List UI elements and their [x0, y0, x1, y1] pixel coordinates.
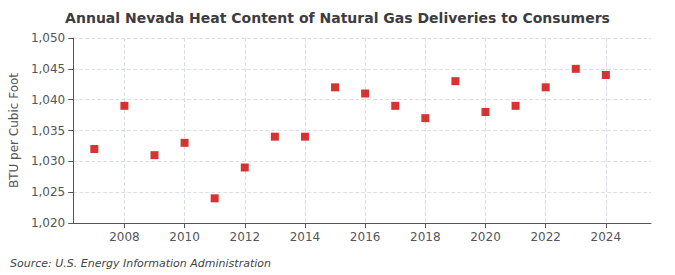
svg-text:2016: 2016: [350, 230, 381, 244]
svg-text:2024: 2024: [591, 230, 622, 244]
svg-text:2012: 2012: [229, 230, 260, 244]
svg-text:1,030: 1,030: [31, 154, 65, 168]
svg-text:2014: 2014: [290, 230, 321, 244]
svg-text:2020: 2020: [470, 230, 501, 244]
svg-text:1,025: 1,025: [31, 185, 65, 199]
svg-text:2008: 2008: [109, 230, 140, 244]
svg-text:1,035: 1,035: [31, 124, 65, 138]
svg-text:1,040: 1,040: [31, 93, 65, 107]
svg-text:Source: U.S. Energy Informatio: Source: U.S. Energy Information Administ…: [10, 257, 271, 270]
svg-text:2018: 2018: [410, 230, 441, 244]
svg-text:2022: 2022: [530, 230, 561, 244]
svg-text:2010: 2010: [169, 230, 200, 244]
svg-text:1,050: 1,050: [31, 31, 65, 45]
svg-text:1,045: 1,045: [31, 62, 65, 76]
svg-text:Annual Nevada Heat Content of: Annual Nevada Heat Content of Natural Ga…: [65, 10, 610, 26]
svg-text:BTU per Cubic Foot: BTU per Cubic Foot: [7, 73, 21, 188]
svg-text:1,020: 1,020: [31, 216, 65, 230]
